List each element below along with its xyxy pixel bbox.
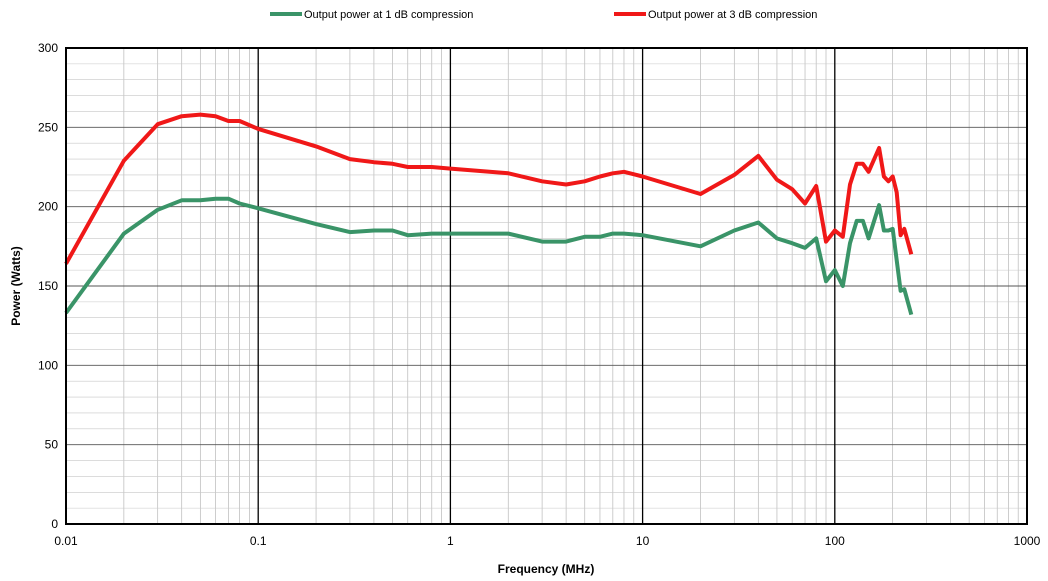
series-line-3db: [64, 112, 914, 265]
y-tick-labels: 0 50 100 150 200 250 300: [38, 41, 58, 531]
y-tick-label: 150: [38, 279, 58, 293]
x-tick-label: 10: [636, 534, 650, 548]
x-tick-label: 100: [825, 534, 845, 548]
y-tick-label: 200: [38, 200, 58, 214]
series-line-1db: [64, 196, 914, 316]
x-tick-label: 0.01: [54, 534, 78, 548]
x-tick-label: 1000: [1014, 534, 1041, 548]
legend: Output power at 1 dB compression Output …: [270, 9, 817, 21]
major-gridlines: [65, 47, 1028, 525]
y-tick-label: 250: [38, 120, 58, 134]
y-axis-title: Power (Watts): [9, 246, 23, 326]
legend-label-1db: Output power at 1 dB compression: [304, 9, 473, 21]
x-tick-label: 0.1: [250, 534, 267, 548]
x-tick-label: 1: [447, 534, 454, 548]
y-tick-label: 0: [51, 517, 58, 531]
legend-label-3db: Output power at 3 dB compression: [648, 9, 817, 21]
plot-frame: [65, 47, 1028, 525]
series-layer: [64, 112, 914, 316]
y-tick-label: 50: [45, 438, 59, 452]
y-tick-label: 100: [38, 358, 58, 372]
x-axis-title: Frequency (MHz): [498, 562, 595, 576]
x-tick-labels: 0.01 0.1 1 10 100 1000: [54, 534, 1040, 548]
y-tick-label: 300: [38, 41, 58, 55]
